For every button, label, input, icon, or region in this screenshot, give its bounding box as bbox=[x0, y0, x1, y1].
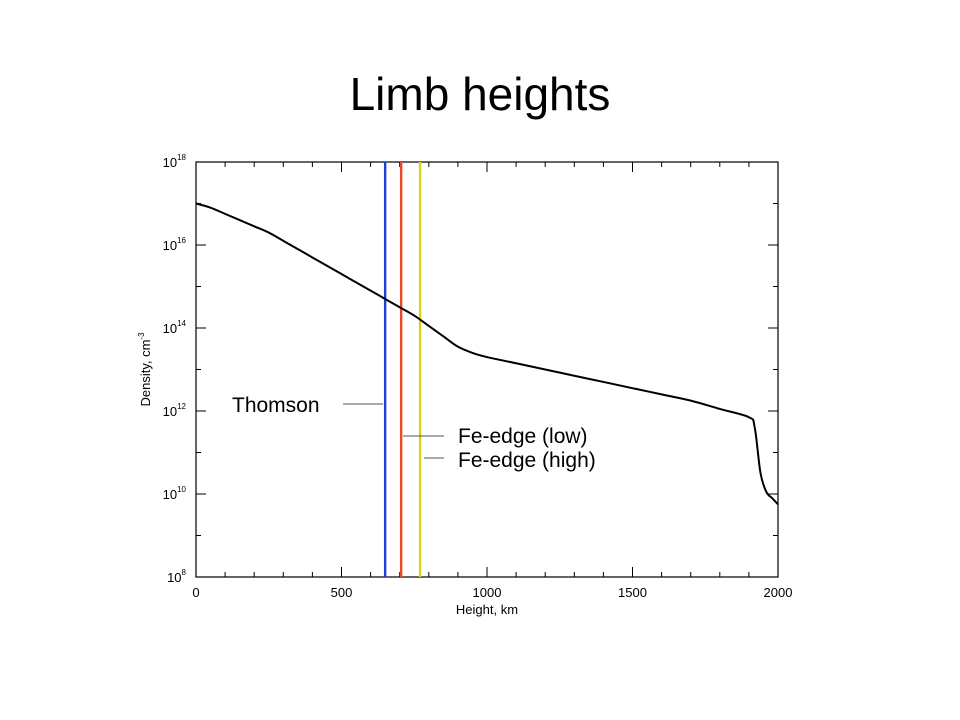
y-tick-label: 1010 bbox=[163, 485, 187, 502]
x-tick-label: 1500 bbox=[618, 585, 647, 600]
y-tick-label: 108 bbox=[167, 568, 186, 585]
plot-frame bbox=[195, 161, 779, 578]
x-tick-label: 500 bbox=[331, 585, 353, 600]
y-tick-label: 1016 bbox=[163, 236, 187, 253]
y-tick-label: 1012 bbox=[163, 402, 187, 419]
y-tick-label: 1014 bbox=[163, 319, 187, 336]
annotation-fe-edge-high: Fe-edge (high) bbox=[458, 449, 596, 472]
x-tick-label: 1000 bbox=[473, 585, 502, 600]
x-tick-label: 2000 bbox=[764, 585, 793, 600]
annotation-fe-edge-low: Fe-edge (low) bbox=[458, 425, 588, 448]
density-curve bbox=[195, 202, 779, 506]
slide-title: Limb heights bbox=[349, 68, 611, 120]
x-axis-label: Height, km bbox=[456, 602, 518, 617]
y-axis-label: Density, cm-3 bbox=[137, 332, 153, 407]
x-tick-label: 0 bbox=[192, 585, 199, 600]
y-tick-label: 1018 bbox=[163, 153, 187, 170]
annotation-thomson: Thomson bbox=[232, 394, 320, 417]
